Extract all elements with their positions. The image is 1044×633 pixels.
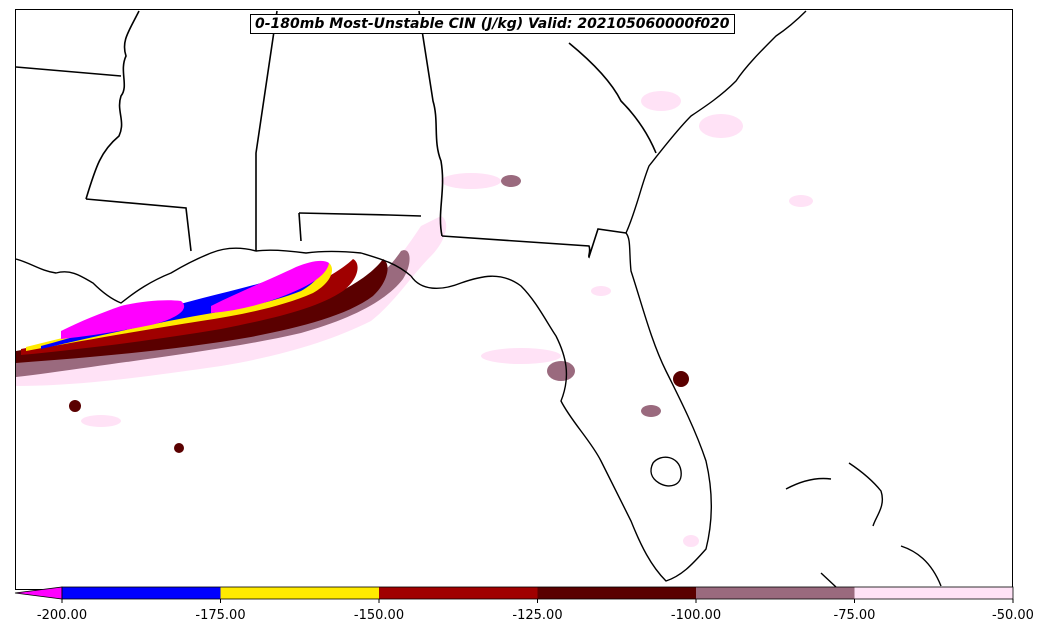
state-borders xyxy=(16,10,657,259)
colorbar-bin-4 xyxy=(696,587,855,599)
coastlines xyxy=(16,10,942,588)
colorbar-tick-label: -125.00 xyxy=(512,608,563,623)
cin-shading xyxy=(16,91,813,547)
colorbar-tick-label: -200.00 xyxy=(36,608,88,623)
colorbar-tick-label: -100.00 xyxy=(670,608,722,623)
colorbar xyxy=(14,586,1014,603)
colorbar-tick-label: -150.00 xyxy=(353,608,405,623)
colorbar-bin-5 xyxy=(854,587,1013,599)
map-canvas xyxy=(16,10,942,588)
colorbar-bin-2 xyxy=(379,587,538,599)
colorbar-tick-label: -75.00 xyxy=(833,608,876,623)
map-title: 0-180mb Most-Unstable CIN (J/kg) Valid: … xyxy=(250,14,735,34)
colorbar-tick-label: -50.00 xyxy=(992,608,1034,623)
colorbar-bin-1 xyxy=(220,587,379,599)
cin-band-magenta-1 xyxy=(61,300,185,339)
map-panel xyxy=(15,9,1013,590)
colorbar-bin-3 xyxy=(537,587,696,599)
colorbar-under-arrow xyxy=(14,586,63,600)
colorbar-tick-label: -175.00 xyxy=(195,608,246,623)
cin-band-magenta-2 xyxy=(211,260,329,313)
colorbar-bin-0 xyxy=(62,587,221,599)
